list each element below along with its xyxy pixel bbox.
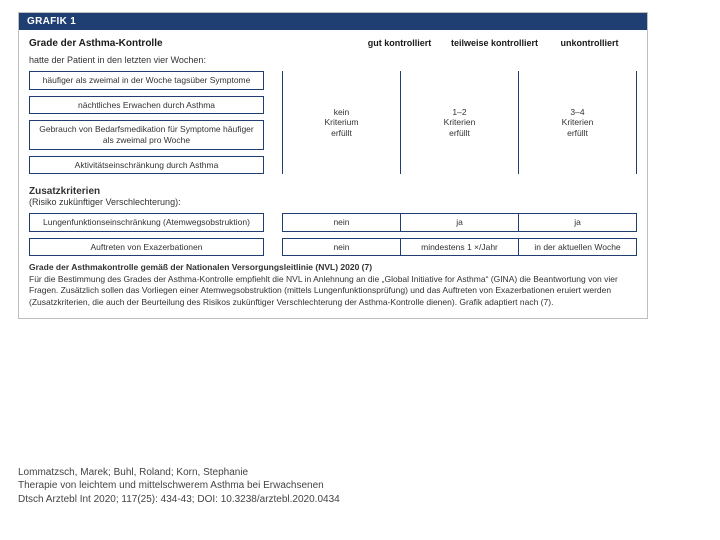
extra-b-v3: in der aktuellen Woche (518, 238, 637, 257)
extra-a-values: nein ja ja (282, 213, 637, 232)
criterion-3: Gebrauch von Bedarfsmedikation für Sympt… (29, 120, 264, 149)
page: GRAFIK 1 Grade der Asthma-Kontrolle gut … (0, 0, 720, 540)
extra-b-label: Auftreten von Exazerbationen (29, 238, 264, 257)
value-1: kein Kriterium erfüllt (324, 107, 358, 139)
extra-criteria: Zusatzkriterien (Risiko zukünftiger Vers… (29, 186, 637, 256)
col-head-3: unkontrolliert (542, 38, 637, 48)
extra-b-v2: mindestens 1 ×/Jahr (400, 238, 518, 257)
value-col-1: kein Kriterium erfüllt (282, 71, 400, 174)
citation: Lommatzsch, Marek; Buhl, Roland; Korn, S… (18, 466, 340, 507)
col-head-1: gut kontrolliert (352, 38, 447, 48)
criteria-boxes: häufiger als zweimal in der Woche tagsüb… (29, 71, 264, 174)
criterion-2: nächtliches Erwachen durch Asthma (29, 96, 264, 115)
value-2: 1–2 Kriterien erfüllt (444, 107, 476, 139)
figure-header: GRAFIK 1 (19, 13, 647, 30)
extra-b-values: nein mindestens 1 ×/Jahr in der aktuelle… (282, 238, 637, 257)
column-headers: gut kontrolliert teilweise kontrolliert … (352, 38, 637, 48)
criteria-values: kein Kriterium erfüllt 1–2 Kriterien erf… (282, 71, 637, 174)
extra-b-v1: nein (282, 238, 400, 257)
caption-body: Für die Bestimmung des Grades der Asthma… (29, 274, 618, 307)
extra-a-label: Lungenfunktionseinschränkung (Atemwegsob… (29, 213, 264, 232)
extra-row-b: Auftreten von Exazerbationen nein mindes… (29, 238, 637, 257)
subline: hatte der Patient in den letzten vier Wo… (29, 55, 637, 65)
criteria-grid: häufiger als zweimal in der Woche tagsüb… (29, 71, 637, 174)
criterion-4: Aktivitätseinschränkung durch Asthma (29, 156, 264, 175)
caption-title: Grade der Asthmakontrolle gemäß der Nati… (29, 262, 372, 272)
extra-a-v2: ja (400, 213, 518, 232)
criterion-1: häufiger als zweimal in der Woche tagsüb… (29, 71, 264, 90)
extra-sub: (Risiko zukünftiger Verschlechterung): (29, 197, 637, 207)
figure-caption: Grade der Asthmakontrolle gemäß der Nati… (29, 262, 637, 308)
extra-a-v3: ja (518, 213, 637, 232)
value-col-2: 1–2 Kriterien erfüllt (400, 71, 518, 174)
citation-title: Therapie von leichtem und mittelschwerem… (18, 479, 340, 493)
figure-grafik-1: GRAFIK 1 Grade der Asthma-Kontrolle gut … (18, 12, 648, 319)
extra-row-a: Lungenfunktionseinschränkung (Atemwegsob… (29, 213, 637, 232)
figure-body: Grade der Asthma-Kontrolle gut kontrolli… (19, 30, 647, 318)
extra-title: Zusatzkriterien (29, 186, 637, 197)
title-row: Grade der Asthma-Kontrolle gut kontrolli… (29, 38, 637, 49)
block-title: Grade der Asthma-Kontrolle (29, 38, 163, 49)
value-3: 3–4 Kriterien erfüllt (562, 107, 594, 139)
citation-authors: Lommatzsch, Marek; Buhl, Roland; Korn, S… (18, 466, 340, 480)
extra-a-v1: nein (282, 213, 400, 232)
value-col-3: 3–4 Kriterien erfüllt (518, 71, 637, 174)
col-head-2: teilweise kontrolliert (447, 38, 542, 48)
citation-ref: Dtsch Arztebl Int 2020; 117(25): 434-43;… (18, 493, 340, 507)
